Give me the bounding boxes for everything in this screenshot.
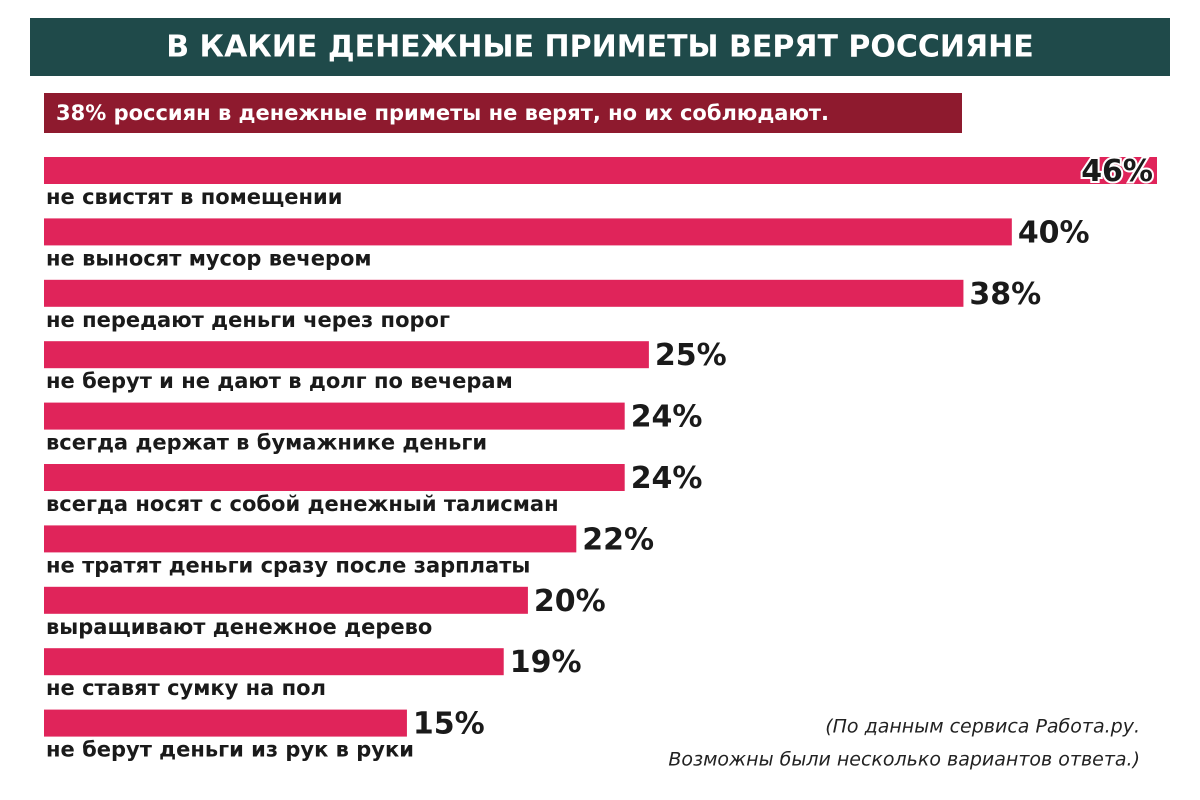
bar (44, 279, 964, 307)
bar (44, 648, 504, 676)
category-label: не тратят деньги сразу после зарплаты (46, 553, 530, 577)
bar (44, 586, 528, 614)
value-label: 38% (969, 277, 1041, 312)
chart-title: В КАКИЕ ДЕНЕЖНЫЕ ПРИМЕТЫ ВЕРЯТ РОССИЯНЕ (166, 30, 1034, 65)
category-label: не выносят мусор вечером (46, 246, 372, 270)
bar (44, 218, 1012, 246)
bar (44, 464, 625, 491)
bar (44, 402, 625, 430)
category-label: не берут деньги из рук в руки (46, 738, 414, 762)
value-label: 20% (534, 584, 606, 619)
value-label: 40% (1018, 215, 1090, 250)
subtitle-bar (44, 93, 962, 133)
value-label: 24% (631, 400, 703, 435)
category-label: всегда носят с собой денежный талисман (46, 492, 559, 516)
source-note: Возможны были несколько вариантов ответа… (668, 749, 1140, 771)
value-label: 25% (655, 338, 727, 373)
value-label: 15% (413, 707, 485, 742)
bar (44, 709, 407, 737)
bar (44, 341, 649, 369)
category-label: выращивают денежное дерево (46, 615, 432, 639)
source-note: (По данным сервиса Работа.ру. (825, 716, 1140, 738)
bar (44, 525, 577, 553)
category-label: не ставят сумку на пол (46, 676, 326, 700)
category-label: не свистят в помещении (46, 185, 342, 209)
bar (44, 157, 1157, 184)
value-label: 24% (631, 461, 703, 496)
bars: не свистят в помещении 46% не выносят мусо… (44, 152, 1157, 762)
category-label: не передают деньги через порог (46, 308, 450, 332)
value-label: 46% (1081, 154, 1153, 189)
title-bar (30, 18, 1170, 76)
category-label: не берут и не дают в долг по вечерам (46, 369, 513, 393)
value-label: 19% (510, 645, 582, 680)
chart-subtitle: 38% россиян в денежные приметы не верят,… (56, 101, 829, 125)
category-label: всегда держат в бумажнике деньги (46, 431, 487, 455)
value-label: 22% (582, 522, 654, 557)
